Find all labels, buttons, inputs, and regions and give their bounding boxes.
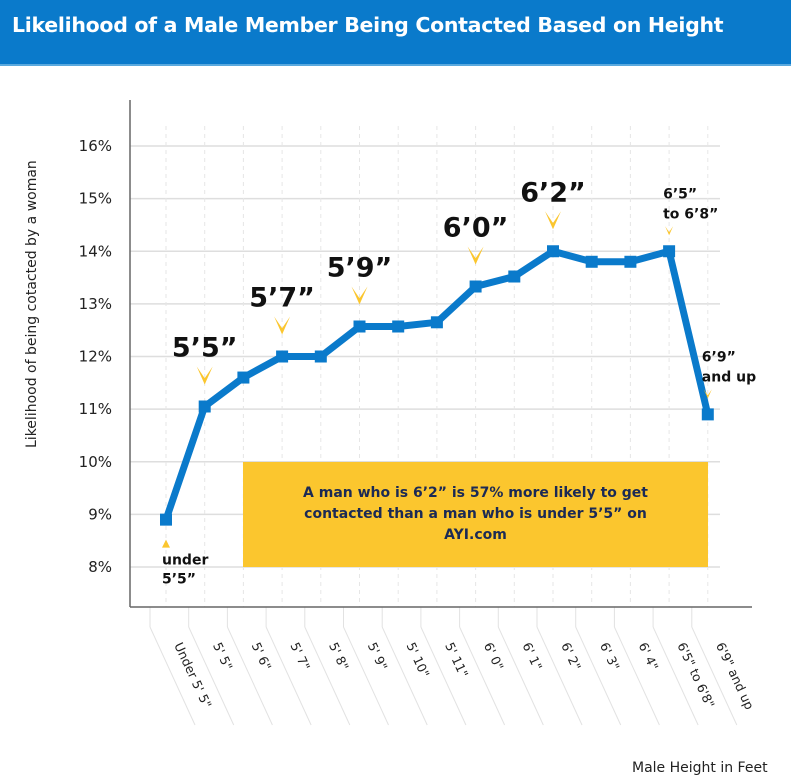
x-tick-label: 6' 1" xyxy=(520,640,546,673)
x-tick-separator xyxy=(652,626,699,726)
data-point xyxy=(624,255,637,268)
annotation-label: 5’5” xyxy=(162,572,196,588)
data-point xyxy=(392,320,405,333)
x-tick-separator xyxy=(459,626,506,726)
y-tick-label: 10% xyxy=(79,453,112,471)
y-tick-label: 14% xyxy=(79,242,112,260)
data-point xyxy=(237,371,250,384)
x-tick-label: Under 5' 5" xyxy=(171,640,215,711)
annotation-arrow xyxy=(703,389,712,399)
x-tick-separator xyxy=(343,626,389,726)
callout-text: A man who is 6’2” is 57% more likely to … xyxy=(303,485,648,543)
annotation-arrow xyxy=(162,539,170,548)
y-tick-label: 15% xyxy=(79,190,112,208)
data-point xyxy=(430,316,443,329)
x-tick-separator xyxy=(304,626,351,726)
data-point xyxy=(508,270,521,283)
data-point xyxy=(198,400,211,413)
x-tick-label: 6' 3" xyxy=(597,640,623,673)
annotation-label: 5’5” xyxy=(172,332,238,363)
annotation-label: 6’2” xyxy=(520,177,586,208)
y-tick-label: 11% xyxy=(79,400,112,418)
y-tick-label: 12% xyxy=(79,348,112,366)
data-point xyxy=(353,320,366,333)
title-banner: Likelihood of a Male Member Being Contac… xyxy=(0,0,791,66)
x-tick-label: 5' 9" xyxy=(365,640,391,673)
annotation-arrow xyxy=(467,246,484,265)
data-point xyxy=(276,350,289,363)
annotation-arrow xyxy=(545,211,561,230)
callout-box: A man who is 6’2” is 57% more likely to … xyxy=(243,462,708,567)
x-axis-label: Male Height in Feet xyxy=(632,760,768,776)
annotation-label: and up xyxy=(702,369,756,385)
x-tick-label: 5' 8" xyxy=(326,640,352,673)
x-tick-label: 5' 5" xyxy=(210,640,236,673)
annotation-label: 6’0” xyxy=(443,213,509,244)
x-tick-separator xyxy=(265,626,312,726)
data-point xyxy=(701,408,714,421)
x-tick-label: 5' 7" xyxy=(287,640,313,673)
x-tick-separator xyxy=(149,626,196,726)
data-point xyxy=(160,513,172,526)
annotation-arrow xyxy=(351,286,368,305)
x-tick-separator xyxy=(420,626,467,726)
annotation-label: 5’9” xyxy=(327,253,393,284)
x-tick-label: 5' 10" xyxy=(403,640,432,680)
data-point xyxy=(469,280,482,293)
x-tick-label: 6' 0" xyxy=(481,640,507,673)
y-tick-label: 13% xyxy=(79,295,112,313)
annotation-label: under xyxy=(162,553,208,569)
data-point xyxy=(585,255,598,268)
x-tick-separator xyxy=(226,626,273,726)
annotation-arrow xyxy=(196,366,213,385)
y-tick-label: 16% xyxy=(79,137,112,155)
x-tick-label: 5' 6" xyxy=(249,640,275,673)
x-tick-separator xyxy=(536,626,583,726)
x-tick-separator xyxy=(188,626,235,726)
y-tick-label: 8% xyxy=(88,558,112,576)
data-point xyxy=(314,350,327,363)
x-tick-label: 6' 2" xyxy=(558,640,584,673)
annotation-arrow xyxy=(274,316,291,335)
data-point xyxy=(547,245,559,258)
x-tick-separator xyxy=(575,626,622,726)
x-tick-separator xyxy=(497,626,544,726)
x-tick-separator xyxy=(381,626,428,726)
y-axis-label: Likelihood of being cotacted by a woman xyxy=(24,160,40,448)
x-tick-label: 5' 11" xyxy=(442,640,471,680)
chart-title: Likelihood of a Male Member Being Contac… xyxy=(12,13,724,37)
data-point xyxy=(663,245,676,258)
x-tick-label: 6'5" to 6'8" xyxy=(674,640,717,710)
annotation-label: 6’5” xyxy=(663,186,697,202)
y-tick-label: 9% xyxy=(88,505,112,523)
x-tick-label: 6'9" and up xyxy=(713,640,757,712)
x-tick-label: 6' 4" xyxy=(636,640,662,673)
annotation-label: 5’7” xyxy=(249,283,315,314)
annotation-arrow xyxy=(665,226,674,236)
annotation-label: 6’9” xyxy=(702,349,736,365)
x-tick-separator xyxy=(613,626,660,726)
x-tick-separator xyxy=(691,626,738,726)
annotation-label: to 6’8” xyxy=(663,206,718,222)
